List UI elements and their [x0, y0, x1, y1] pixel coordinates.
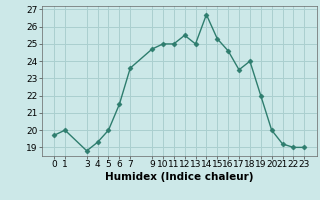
- X-axis label: Humidex (Indice chaleur): Humidex (Indice chaleur): [105, 172, 253, 182]
